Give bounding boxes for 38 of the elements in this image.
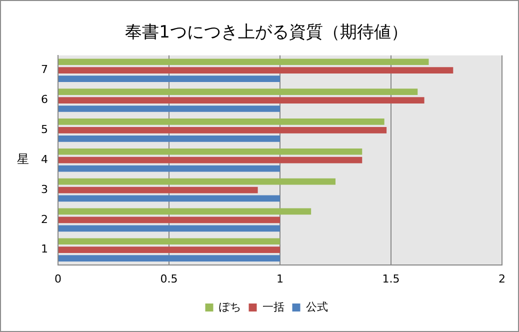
bar xyxy=(58,97,424,104)
chart-title: 奉書1つにつき上がる資質（期待値） xyxy=(125,22,408,43)
bar xyxy=(58,195,280,202)
legend-label: ぽち xyxy=(218,300,241,314)
y-tick-label: 3 xyxy=(41,182,48,196)
bar xyxy=(58,246,280,254)
bar xyxy=(58,178,336,185)
x-tick-label: 0 xyxy=(54,272,62,286)
x-tick-label: 0.5 xyxy=(160,272,178,286)
bar xyxy=(58,67,454,74)
x-tick-label: 1 xyxy=(276,272,284,286)
legend-label: 公式 xyxy=(306,300,328,314)
bar xyxy=(58,58,429,66)
x-tick-label: 1.5 xyxy=(382,272,400,286)
y-tick-label: 4 xyxy=(41,152,48,166)
bar xyxy=(58,225,280,232)
x-tick-label: 2 xyxy=(498,272,506,286)
bar xyxy=(58,127,387,134)
bar xyxy=(58,118,384,125)
bar xyxy=(58,238,280,245)
y-tick-label: 1 xyxy=(41,242,48,256)
legend-label: 一括 xyxy=(262,300,284,314)
bar xyxy=(58,106,280,112)
y-tick-label: 7 xyxy=(41,63,48,76)
bar xyxy=(58,216,280,224)
bar xyxy=(58,186,258,194)
bar xyxy=(58,165,280,172)
bar xyxy=(58,148,362,155)
bar xyxy=(58,76,280,82)
bar xyxy=(58,135,280,142)
y-tick-label: 5 xyxy=(41,123,48,136)
y-tick-label: 2 xyxy=(41,212,48,226)
bar xyxy=(58,255,280,262)
bar xyxy=(58,88,418,95)
bar xyxy=(58,208,312,215)
y-tick-label: 6 xyxy=(41,93,48,106)
y-axis-title: 星 xyxy=(17,152,29,166)
bar xyxy=(58,156,362,164)
